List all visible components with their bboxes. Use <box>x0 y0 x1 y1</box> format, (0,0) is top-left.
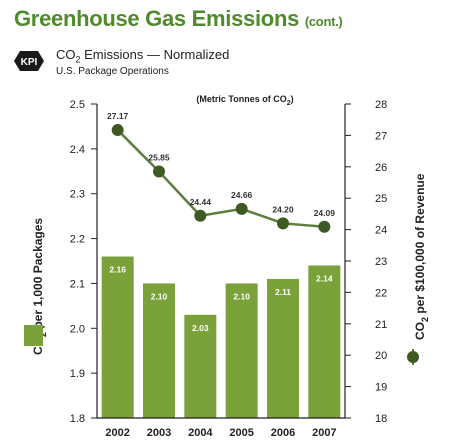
line-point-2005 <box>235 202 248 215</box>
line-series-path <box>116 129 325 229</box>
line-point-2006 <box>277 217 289 230</box>
right-tick-24: 24 <box>375 225 387 237</box>
left-tick-2.4: 2.4 <box>70 144 85 156</box>
left-tick-2.1: 2.1 <box>70 278 85 290</box>
bar-label-2004: 2.03 <box>192 323 209 333</box>
right-axis-label: CO2 per $100,000 of Revenue <box>413 173 430 340</box>
right-tick-26: 26 <box>375 162 387 174</box>
line-label-2005: 24.66 <box>231 190 253 200</box>
subtitle-sub: 2 <box>75 54 81 65</box>
title-suffix: (cont.) <box>304 14 343 29</box>
page-title: Greenhouse Gas Emissions (cont.) <box>14 6 343 32</box>
left-axis-legend-swatch <box>24 325 43 346</box>
line-label-2006: 24.20 <box>272 204 294 214</box>
right-tick-27: 27 <box>375 130 387 142</box>
line-point-2002 <box>111 124 124 137</box>
right-tick-23: 23 <box>375 256 387 268</box>
right-axis-legend-marker <box>407 349 419 365</box>
units-annotation-sub: 2 <box>287 100 291 107</box>
left-tick-1.9: 1.9 <box>70 368 85 380</box>
bar-label-2006: 2.11 <box>275 287 291 297</box>
subtitle-prefix: CO <box>56 47 76 62</box>
subtitle-rest: Emissions — Normalized <box>80 47 230 62</box>
kpi-badge-text: KPI <box>21 57 38 68</box>
line-point-2007 <box>318 220 331 233</box>
right-tick-18: 18 <box>375 413 387 425</box>
line-label-2004: 24.44 <box>190 197 212 207</box>
right-tick-28: 28 <box>375 99 387 111</box>
units-annotation-prefix: (Metric Tonnes of CO <box>196 94 286 104</box>
right-tick-25: 25 <box>375 193 387 205</box>
line-point-2004 <box>194 209 207 222</box>
left-tick-2.3: 2.3 <box>70 189 85 201</box>
units-annotation-suffix: ) <box>291 94 294 104</box>
right-tick-21: 21 <box>375 319 387 331</box>
right-tick-20: 20 <box>375 350 387 362</box>
line-point-2003 <box>153 165 165 178</box>
bar-label-2007: 2.14 <box>316 273 333 283</box>
x-tick-2002: 2002 <box>105 427 129 439</box>
chart-subsubtitle: U.S. Package Operations <box>56 66 169 77</box>
line-label-2002: 27.17 <box>107 111 129 121</box>
line-label-2007: 24.09 <box>314 208 336 218</box>
bar-label-2003: 2.10 <box>151 291 168 301</box>
left-tick-2.0: 2.0 <box>70 323 85 335</box>
kpi-badge-icon: KPI <box>14 51 44 71</box>
svg-text:CO2 per $100,000 of Revenue: CO2 per $100,000 of Revenue <box>413 173 430 340</box>
bars-group <box>101 256 341 418</box>
line-label-2003: 25.85 <box>148 153 170 163</box>
x-tick-2004: 2004 <box>188 427 213 439</box>
bar-2004 <box>184 314 217 418</box>
bar-2003 <box>143 283 175 418</box>
right-axis-label-prefix: CO <box>413 322 427 340</box>
bar-2006 <box>267 278 299 418</box>
bar-2007 <box>308 265 341 418</box>
x-tick-2005: 2005 <box>229 427 253 439</box>
x-tick-2006: 2006 <box>271 427 295 439</box>
chart-subtitle: CO2 Emissions — Normalized <box>56 47 229 65</box>
bar-label-2005: 2.10 <box>233 291 250 301</box>
kpi-badge-shape <box>14 51 44 71</box>
bar-label-2002: 2.16 <box>109 265 126 275</box>
right-tick-22: 22 <box>375 287 387 299</box>
bar-2002 <box>101 256 134 418</box>
bar-2005 <box>225 283 258 418</box>
axes-group: 1.8 1.9 2.0 2.1 2.2 2.3 2.4 2.5 18 19 20 21 22 23 24 25… <box>70 99 388 425</box>
line-series-group <box>111 124 331 233</box>
right-axis-label-rest: per $100,000 of Revenue <box>413 173 427 317</box>
labels-group: 2.16 2002 2.10 2003 2.03 2004 2.10 2005 2.11 2006… <box>105 111 336 439</box>
left-axis-label-rest: per 1,000 Packages <box>31 218 45 332</box>
units-annotation: (Metric Tonnes of CO2) <box>196 94 293 107</box>
right-axis-label-sub: 2 <box>420 317 430 322</box>
x-tick-2007: 2007 <box>312 427 336 439</box>
left-tick-2.2: 2.2 <box>70 234 85 246</box>
left-tick-1.8: 1.8 <box>70 413 85 425</box>
title-text: Greenhouse Gas Emissions <box>14 6 300 31</box>
x-tick-2003: 2003 <box>147 427 171 439</box>
left-tick-2.5: 2.5 <box>70 99 85 111</box>
right-tick-19: 19 <box>375 382 387 394</box>
